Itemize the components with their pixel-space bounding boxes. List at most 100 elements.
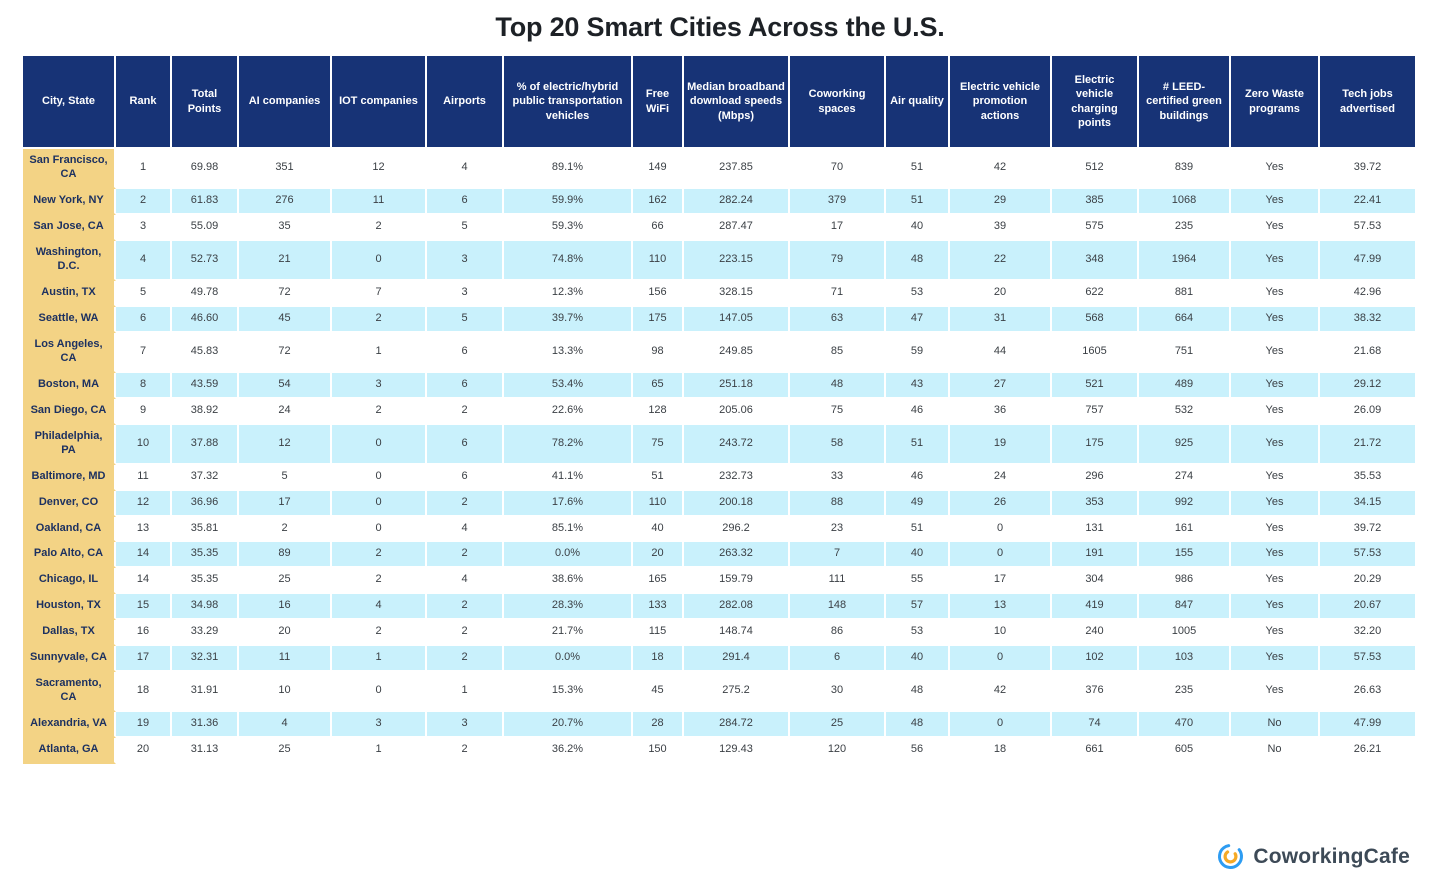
data-cell: 2 [427,620,504,647]
column-header: Electric vehicle charging points [1052,56,1139,149]
data-cell: 40 [886,646,950,673]
data-cell: 20.7% [504,712,633,739]
data-cell: 0 [950,712,1052,739]
column-header: % of electric/hybrid public transportati… [504,56,633,149]
data-cell: 5 [239,464,332,491]
data-cell: 328.15 [684,280,790,307]
data-cell: 568 [1052,306,1139,333]
data-cell: 59.9% [504,188,633,215]
coworkingcafe-logo-icon [1217,843,1244,870]
column-header: Coworking spaces [790,56,886,149]
data-cell: 992 [1139,490,1231,517]
table-row: Philadelphia, PA 10 37.88 12 0 6 78.2% 75 243.72… [23,424,1415,465]
data-cell: 88 [790,490,886,517]
data-cell: 150 [633,738,684,765]
data-cell: Yes [1231,240,1320,281]
data-cell: 18 [116,672,172,713]
data-cell: 61.83 [172,188,239,215]
data-cell: 71 [790,280,886,307]
data-cell: 85.1% [504,516,633,543]
city-cell: Baltimore, MD [23,464,116,491]
table-row: Boston, MA 8 43.59 54 3 6 53.4% 65 251.18 48 43 27 5… [23,372,1415,399]
data-cell: No [1231,712,1320,739]
data-cell: 22.6% [504,398,633,425]
table-row: Atlanta, GA 20 31.13 25 1 2 36.2% 150 129.43 120 5… [23,738,1415,765]
data-cell: 839 [1139,149,1231,189]
table-row: Baltimore, MD 11 37.32 5 0 6 41.1% 51 232.73 33 46… [23,464,1415,491]
data-cell: 51 [886,516,950,543]
city-cell: San Jose, CA [23,214,116,241]
data-cell: 45 [633,672,684,713]
data-cell: 13.3% [504,332,633,373]
city-cell: Washington, D.C. [23,240,116,281]
data-cell: Yes [1231,306,1320,333]
data-cell: 17 [790,214,886,241]
data-cell: 1 [427,672,504,713]
data-cell: 376 [1052,672,1139,713]
data-cell: 49.78 [172,280,239,307]
data-cell: 103 [1139,646,1231,673]
data-cell: 35.35 [172,542,239,569]
data-cell: 13 [950,594,1052,621]
table-row: Sunnyvale, CA 17 32.31 11 1 2 0.0% 18 291.4 6 40 0 1… [23,646,1415,673]
data-cell: 18 [950,738,1052,765]
data-cell: 419 [1052,594,1139,621]
table-row: Los Angeles, CA 7 45.83 72 1 6 13.3% 98 249.85 85… [23,332,1415,373]
data-cell: 275.2 [684,672,790,713]
data-cell: 385 [1052,188,1139,215]
column-header: City, State [23,56,116,149]
data-cell: 89 [239,542,332,569]
data-cell: 15.3% [504,672,633,713]
data-cell: 51 [633,464,684,491]
data-cell: 48 [886,240,950,281]
data-cell: 72 [239,280,332,307]
data-cell: 2 [427,490,504,517]
data-cell: 35.53 [1320,464,1415,491]
data-cell: 53 [886,280,950,307]
data-cell: Yes [1231,620,1320,647]
data-cell: 156 [633,280,684,307]
data-cell: 13 [116,516,172,543]
data-cell: 25 [239,568,332,595]
city-cell: Denver, CO [23,490,116,517]
data-cell: 0 [950,646,1052,673]
data-cell: 348 [1052,240,1139,281]
data-cell: 29.12 [1320,372,1415,399]
data-cell: 10 [950,620,1052,647]
table-row: Denver, CO 12 36.96 17 0 2 17.6% 110 200.18 88 49 2… [23,490,1415,517]
table-row: Oakland, CA 13 35.81 2 0 4 85.1% 40 296.2 23 51 0 13… [23,516,1415,543]
data-cell: 881 [1139,280,1231,307]
data-cell: Yes [1231,149,1320,189]
data-cell: 235 [1139,214,1231,241]
data-cell: 470 [1139,712,1231,739]
city-cell: Los Angeles, CA [23,332,116,373]
data-cell: 6 [116,306,172,333]
data-cell: 32.31 [172,646,239,673]
data-cell: 66 [633,214,684,241]
table-row: Austin, TX 5 49.78 72 7 3 12.3% 156 328.15 71 53 20… [23,280,1415,307]
data-cell: 249.85 [684,332,790,373]
data-cell: 11 [332,188,427,215]
data-cell: 21.7% [504,620,633,647]
data-cell: 0 [950,542,1052,569]
column-header: Electric vehicle promotion actions [950,56,1052,149]
data-cell: 29 [950,188,1052,215]
data-cell: 223.15 [684,240,790,281]
data-cell: 53 [886,620,950,647]
data-cell: 36.2% [504,738,633,765]
data-cell: 12.3% [504,280,633,307]
data-cell: 175 [1052,424,1139,465]
data-cell: 2 [332,214,427,241]
data-cell: 26.63 [1320,672,1415,713]
data-cell: 111 [790,568,886,595]
data-cell: 155 [1139,542,1231,569]
table-row: Alexandria, VA 19 31.36 4 3 3 20.7% 28 284.72 25 4… [23,712,1415,739]
data-cell: 149 [633,149,684,189]
brand-name: CoworkingCafe [1253,844,1410,868]
data-cell: 57 [886,594,950,621]
data-cell: 133 [633,594,684,621]
data-cell: 86 [790,620,886,647]
data-cell: 31.36 [172,712,239,739]
data-cell: 3 [332,372,427,399]
data-cell: 4 [239,712,332,739]
